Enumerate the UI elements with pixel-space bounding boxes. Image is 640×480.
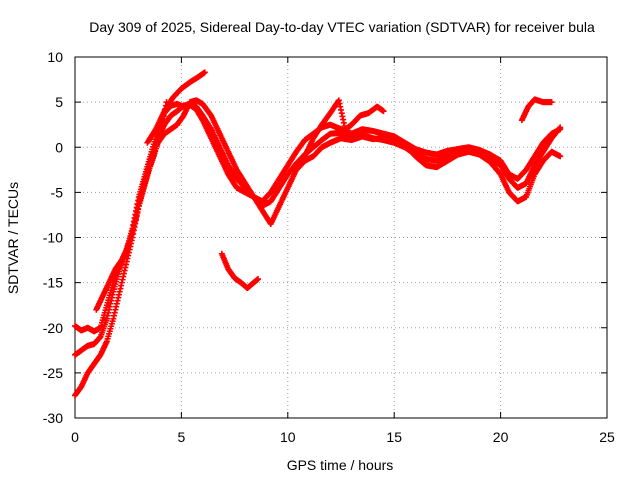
y-tick-label: -10 — [43, 230, 63, 246]
series-track-6 — [218, 250, 262, 292]
series-track-7 — [301, 97, 387, 160]
data-point — [380, 108, 387, 115]
data-point — [201, 69, 208, 76]
y-axis-label: SDTVAR / TECUs — [5, 182, 21, 294]
y-tick-label: -5 — [51, 184, 64, 200]
y-tick-label: -20 — [43, 320, 63, 336]
y-tick-label: 0 — [55, 139, 63, 155]
x-tick-label: 0 — [71, 429, 79, 445]
series-track-8 — [518, 96, 555, 124]
axis-ticks: 0 5 10 15 20 25 -30 -25 -20 -15 -10 -5 0 5 10 — [43, 49, 615, 445]
data-points — [72, 69, 564, 399]
x-tick-label: 10 — [280, 429, 296, 445]
y-tick-label: -25 — [43, 365, 63, 381]
x-tick-label: 20 — [493, 429, 509, 445]
series-track-3 — [72, 97, 564, 399]
y-tick-label: -30 — [43, 410, 63, 426]
y-tick-label: 5 — [55, 94, 63, 110]
y-tick-label: 10 — [47, 49, 63, 65]
y-tick-label: -15 — [43, 275, 63, 291]
x-tick-label: 5 — [178, 429, 186, 445]
series-track-5 — [144, 69, 208, 146]
chart-title: Day 309 of 2025, Sidereal Day-to-day VTE… — [89, 19, 595, 35]
x-axis-label: GPS time / hours — [287, 457, 394, 473]
data-point — [557, 153, 564, 160]
data-point — [548, 99, 555, 106]
data-point — [557, 124, 564, 131]
x-tick-label: 15 — [386, 429, 402, 445]
data-point — [255, 276, 262, 283]
x-tick-label: 25 — [599, 429, 615, 445]
